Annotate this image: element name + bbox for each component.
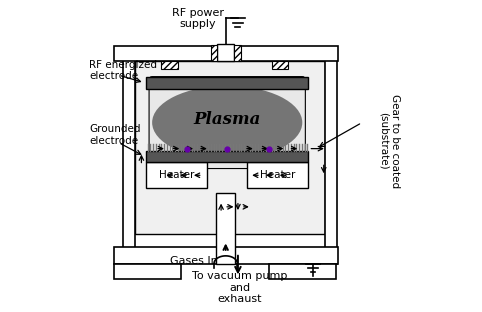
Text: To vacuum pump
and
exhaust: To vacuum pump and exhaust (192, 271, 287, 305)
Ellipse shape (208, 113, 246, 132)
Bar (114, 247, 337, 264)
FancyBboxPatch shape (149, 77, 306, 168)
Bar (217, 44, 234, 61)
Bar (161, 61, 178, 69)
Ellipse shape (199, 109, 255, 136)
Ellipse shape (180, 100, 274, 146)
Ellipse shape (190, 104, 265, 141)
Ellipse shape (171, 95, 283, 150)
Bar (146, 163, 207, 188)
Bar (146, 77, 308, 89)
Bar (234, 45, 241, 61)
Bar (211, 45, 217, 61)
Text: Gear to be coated
(substrate): Gear to be coated (substrate) (379, 94, 401, 188)
Ellipse shape (218, 118, 237, 127)
Text: RF energized
electrode: RF energized electrode (89, 60, 157, 81)
Bar (272, 61, 289, 69)
Text: RF power
supply: RF power supply (172, 8, 224, 29)
Bar (247, 163, 308, 188)
Text: Plasma: Plasma (194, 111, 261, 128)
Bar (268, 264, 336, 279)
Text: Gases In: Gases In (170, 256, 217, 266)
Ellipse shape (152, 86, 302, 159)
Text: Heater: Heater (260, 170, 295, 180)
Bar (146, 151, 308, 163)
Bar (114, 46, 337, 61)
Bar (135, 61, 325, 234)
Bar (325, 55, 337, 264)
Text: Grounded
electrode: Grounded electrode (89, 124, 141, 146)
Bar (123, 55, 134, 264)
Ellipse shape (161, 90, 293, 155)
Text: Heater: Heater (159, 170, 194, 180)
Bar (216, 193, 235, 264)
Bar (114, 264, 181, 279)
